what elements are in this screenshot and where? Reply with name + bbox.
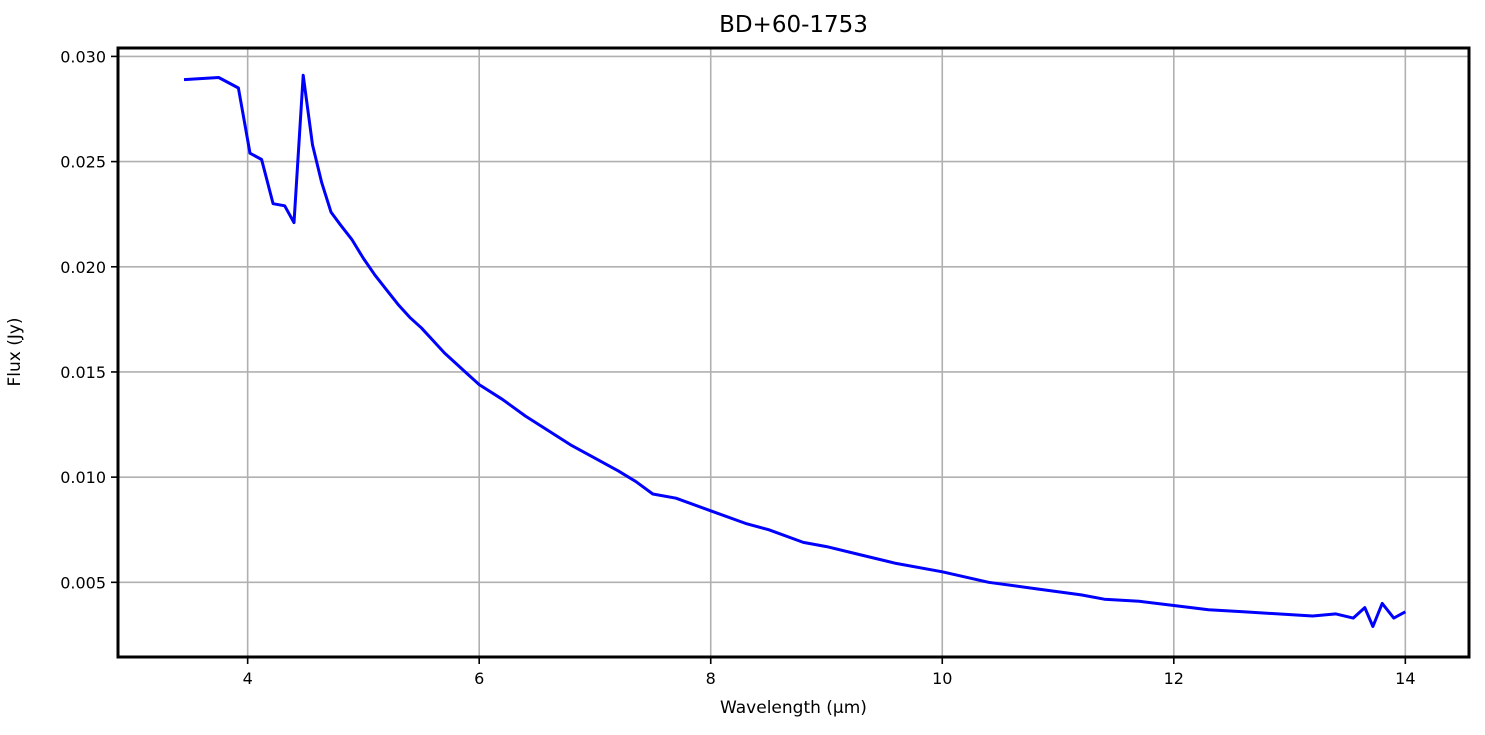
y-tick-label: 0.010 — [60, 468, 106, 487]
x-tick-label: 12 — [1164, 669, 1184, 688]
flux-line — [183, 73, 1407, 628]
x-tick-label: 14 — [1395, 669, 1415, 688]
data-series — [183, 73, 1407, 628]
x-tick-label: 6 — [474, 669, 484, 688]
chart-title: BD+60-1753 — [719, 12, 868, 38]
y-tick-label: 0.005 — [60, 573, 106, 592]
y-tick-label: 0.020 — [60, 258, 106, 277]
x-tick-label: 10 — [932, 669, 952, 688]
y-tick-label: 0.030 — [60, 47, 106, 66]
x-tick-label: 8 — [706, 669, 716, 688]
x-axis-label: Wavelength (µm) — [720, 698, 867, 718]
y-tick-label: 0.015 — [60, 363, 106, 382]
y-axis-label: Flux (Jy) — [5, 317, 25, 387]
axis-ticks: 4 6 8 10 12 14 0.005 0.010 0.015 0.020 0.025 0.030 — [60, 47, 1415, 688]
x-tick-label: 4 — [243, 669, 253, 688]
axes-frame — [116, 46, 1471, 659]
grid-lines — [118, 48, 1469, 657]
y-tick-label: 0.025 — [60, 153, 106, 172]
